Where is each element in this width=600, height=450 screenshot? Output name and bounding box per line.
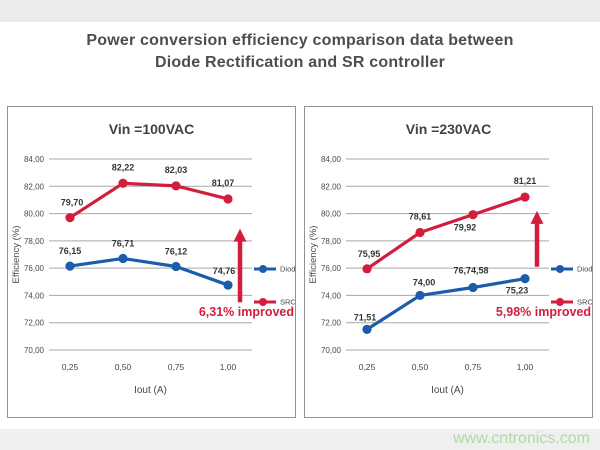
- y-tick-label: 80,00: [321, 210, 342, 219]
- y-tick-label: 84,00: [24, 155, 45, 164]
- legend-item-diode: Diode: [254, 265, 295, 274]
- series-src: 79,70 82,22 82,03 81,07: [61, 162, 235, 223]
- data-label: 82,22: [112, 162, 135, 172]
- x-tick-label: 1,00: [517, 362, 534, 372]
- data-label: 79,70: [61, 198, 84, 208]
- data-label: 76,15: [59, 246, 82, 256]
- data-point: [65, 261, 75, 271]
- chart-vin-100vac: Vin =100VAC 84,00 82,00 80,00 78,00 76,00 74,0…: [11, 121, 295, 396]
- x-axis-label: Iout (A): [134, 385, 167, 396]
- legend-item-src: SRC: [551, 298, 592, 307]
- data-point: [65, 213, 75, 223]
- y-tick-label: 74,00: [321, 291, 342, 300]
- legend-label: Diode: [280, 265, 295, 274]
- y-tick-label: 70,00: [321, 346, 342, 355]
- y-tick-label: 74,00: [24, 291, 45, 300]
- legend-item-src: SRC: [254, 298, 295, 307]
- data-point: [415, 227, 425, 238]
- gridlines: [49, 158, 252, 351]
- chart-panel-vin-100vac: Vin =100VAC 84,00 82,00 80,00 78,00 76,00 74,0…: [7, 106, 296, 418]
- x-tick-label: 0,25: [62, 362, 79, 372]
- y-tick-label: 82,00: [24, 182, 45, 191]
- data-point: [223, 280, 233, 290]
- y-axis-label: Efficiency (%): [308, 226, 319, 284]
- chart-panel-vin-230vac: Vin =230VAC 84,00 82,00 80,00 78,00 76,00 74,0…: [304, 106, 593, 418]
- page-title-line-2: Diode Rectification and SR controller: [154, 54, 446, 71]
- y-tick-label: 78,00: [24, 237, 45, 246]
- bottom-band: [0, 429, 600, 450]
- data-point: [415, 290, 425, 301]
- data-point: [520, 192, 530, 202]
- x-tick-label: 0,25: [359, 362, 376, 372]
- y-tick-label: 76,00: [24, 264, 45, 273]
- y-axis-label: Efficiency (%): [11, 226, 22, 284]
- x-tick-label: 0,50: [412, 362, 429, 372]
- improvement-label: 5,98% improved: [496, 305, 591, 319]
- y-tick-label: 76,00: [321, 264, 342, 273]
- data-point: [362, 324, 372, 334]
- series-diode: 76,15 76,71 76,12 74,76: [59, 238, 236, 290]
- page-title-line-1: Power conversion efficiency comparison d…: [86, 32, 514, 49]
- data-label: 78,61: [409, 212, 432, 222]
- legend-label: SRC: [280, 298, 295, 307]
- legend-label: Diode: [577, 265, 592, 274]
- data-point: [171, 261, 181, 272]
- data-label: 74,76: [213, 266, 236, 276]
- data-label: 82,03: [165, 165, 188, 175]
- x-tick-label: 0,75: [465, 362, 482, 372]
- y-tick-label: 82,00: [321, 182, 342, 191]
- x-axis-label: Iout (A): [431, 385, 464, 396]
- improvement-arrow: [530, 210, 544, 267]
- y-tick-label: 70,00: [24, 346, 45, 355]
- x-tick-label: 1,00: [220, 362, 237, 372]
- chart-title: Vin =230VAC: [406, 121, 491, 137]
- data-point: [171, 181, 181, 191]
- y-tick-label: 84,00: [321, 155, 342, 164]
- data-label: 76,12: [165, 247, 188, 257]
- x-tick-label: 0,75: [168, 362, 185, 372]
- chart-title: Vin =100VAC: [109, 121, 194, 137]
- data-point: [118, 253, 128, 264]
- x-tick-label: 0,50: [115, 362, 132, 372]
- y-tick-label: 72,00: [24, 319, 45, 328]
- improvement-label: 6,31% improved: [199, 305, 294, 319]
- data-label: 79,92: [454, 223, 477, 233]
- data-point: [520, 274, 530, 284]
- series-src: 75,95 78,61 79,92 81,21: [358, 176, 537, 274]
- data-point: [468, 210, 478, 220]
- y-tick-label: 72,00: [321, 319, 342, 328]
- data-label: 74,00: [413, 277, 436, 287]
- watermark-text: www.cntronics.com: [453, 430, 590, 447]
- data-point: [362, 264, 372, 274]
- series-diode: 71,51 74,00 76,74,58 75,23: [354, 266, 530, 334]
- page-title: Power conversion efficiency comparison d…: [0, 30, 600, 74]
- y-tick-label: 78,00: [321, 237, 342, 246]
- data-label: 81,21: [514, 176, 537, 186]
- data-label: 75,23: [506, 286, 529, 296]
- top-band: [0, 0, 600, 22]
- legend-label: SRC: [577, 298, 592, 307]
- data-point: [468, 282, 478, 293]
- improvement-arrow: [233, 228, 247, 303]
- y-tick-label: 80,00: [24, 210, 45, 219]
- gridlines: [346, 158, 549, 351]
- data-label: 81,07: [212, 178, 235, 188]
- chart-vin-230vac: Vin =230VAC 84,00 82,00 80,00 78,00 76,00 74,0…: [308, 121, 592, 396]
- data-label: 71,51: [354, 312, 377, 322]
- data-label: 76,71: [112, 238, 135, 248]
- legend-item-diode: Diode: [551, 265, 592, 274]
- data-label: 75,95: [358, 249, 381, 259]
- data-label: 76,74,58: [453, 266, 488, 276]
- data-point: [118, 178, 128, 188]
- data-point: [223, 194, 233, 204]
- charts-row: Vin =100VAC 84,00 82,00 80,00 78,00 76,00 74,0…: [7, 106, 593, 418]
